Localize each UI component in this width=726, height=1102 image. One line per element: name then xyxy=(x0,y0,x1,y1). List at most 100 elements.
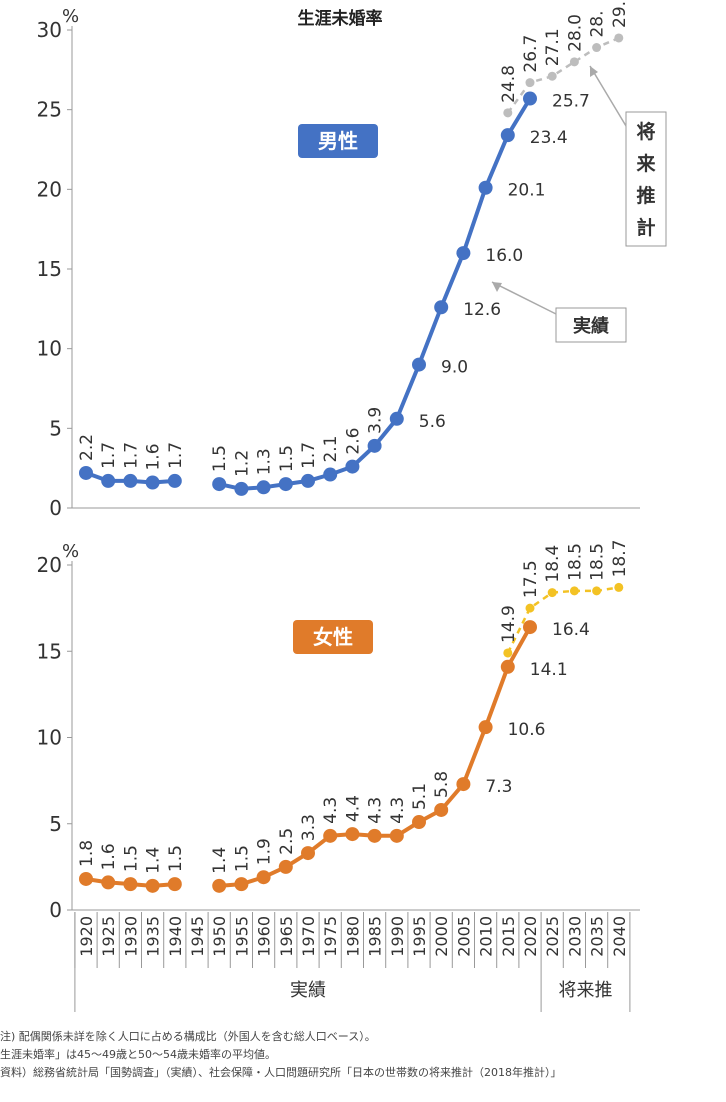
female-data-label: 1.9 xyxy=(255,838,275,865)
female-data-point xyxy=(145,878,160,893)
male-y-tick-label: 15 xyxy=(37,257,62,281)
x-axis: 1920 1925 1930 1935 1940 1945 1950 1955 1960 1965… xyxy=(74,912,631,1012)
x-tick-label: 1920 xyxy=(77,916,96,957)
female-data-label: 10.6 xyxy=(508,720,546,740)
male-data-point xyxy=(167,473,182,488)
female-data-label: 1.4 xyxy=(144,847,164,874)
x-tick-label: 1980 xyxy=(343,916,362,957)
male-data-point xyxy=(278,477,293,492)
x-tick-label: 1940 xyxy=(166,916,185,957)
female-data-label: 4.3 xyxy=(366,797,386,824)
male-y-tick-label: 10 xyxy=(37,337,62,361)
female-data-point xyxy=(503,648,513,658)
female-y-unit: % xyxy=(62,541,79,562)
male-data-point xyxy=(547,71,557,81)
female-data-point xyxy=(523,620,537,635)
male-data-point xyxy=(500,128,515,143)
male-data-label: 1.7 xyxy=(99,442,119,469)
x-tick-label: 2010 xyxy=(477,916,496,957)
male-projection-label: 24.8 xyxy=(499,65,519,103)
female-data-point xyxy=(256,870,271,885)
male-data-label: 1.5 xyxy=(277,445,297,472)
x-group-actual: 実績 xyxy=(290,980,326,1001)
note-1: 注) 配偶関係未詳を除く人口に占める構成比（外国人を含む総人口ベース）。 xyxy=(0,1030,376,1043)
male-data-point xyxy=(503,108,513,118)
female-data-label: 1.5 xyxy=(232,845,252,872)
x-tick-label: 1975 xyxy=(321,916,340,957)
male-data-point xyxy=(592,43,602,53)
female-data-label: 5.8 xyxy=(432,771,452,798)
male-data-label: 1.7 xyxy=(299,442,319,469)
female-data-label: 16.4 xyxy=(552,620,590,640)
female-data-point xyxy=(389,828,404,843)
female-data-label: 2.5 xyxy=(277,828,297,855)
female-data-label: 4.4 xyxy=(343,795,363,822)
male-y-tick-label: 0 xyxy=(49,496,62,520)
x-tick-label: 1925 xyxy=(99,916,118,957)
female-data-point xyxy=(500,659,515,674)
female-y-tick-label: 0 xyxy=(49,898,62,922)
projection-callout-arrow xyxy=(589,65,627,127)
male-data-label: 2.6 xyxy=(343,428,363,455)
male-data-point xyxy=(614,33,624,43)
male-projection-label: 26.7 xyxy=(521,35,541,73)
female-data-label: 4.3 xyxy=(388,797,408,824)
male-badge xyxy=(298,124,378,158)
x-tick-label: 2015 xyxy=(499,916,518,957)
female-data-point xyxy=(301,846,315,861)
female-data-point xyxy=(123,877,138,892)
female-data-point xyxy=(434,802,449,817)
male-data-point xyxy=(101,473,116,488)
x-tick-label: 1985 xyxy=(366,916,385,957)
male-data-label: 5.6 xyxy=(419,412,446,432)
male-y-tick-label: 5 xyxy=(49,416,62,440)
female-data-point xyxy=(525,603,535,613)
note-3: 資料）総務省統計局「国勢調査」（実績）、社会保障・人口問題研究所「日本の世帯数の… xyxy=(0,1066,562,1079)
female-data-point xyxy=(412,815,426,830)
x-tick-label: 2035 xyxy=(588,916,607,957)
female-data-label: 1.8 xyxy=(77,840,97,867)
male-data-label: 12.6 xyxy=(463,300,501,320)
x-tick-label: 2030 xyxy=(565,916,584,957)
male-y-tick-label: 25 xyxy=(37,98,62,122)
male-data-point xyxy=(525,78,535,88)
projection-callout-box xyxy=(625,111,667,247)
male-data-point xyxy=(412,357,426,372)
male-data-point xyxy=(523,91,537,106)
female-data-point xyxy=(456,777,471,792)
female-projection-label: 18.4 xyxy=(543,545,563,583)
x-tick-label: 1945 xyxy=(188,916,207,957)
male-data-label: 2.2 xyxy=(77,434,97,461)
female-data-point xyxy=(478,720,493,735)
female-projection-label: 17.5 xyxy=(521,560,541,598)
x-tick-label: 1970 xyxy=(299,916,318,957)
female-data-label: 7.3 xyxy=(485,777,512,797)
x-tick-label: 1930 xyxy=(121,916,140,957)
projection-callout-arrowhead xyxy=(590,66,598,77)
actual-callout-label: 実績 xyxy=(573,315,609,337)
male-projection-label: 28.0 xyxy=(565,14,585,52)
female-data-point xyxy=(592,586,602,596)
female-badge-label: 女性 xyxy=(313,625,353,649)
female-data-label: 1.5 xyxy=(121,845,141,872)
female-data-point xyxy=(101,875,116,890)
actual-callout-arrowhead xyxy=(492,282,502,292)
female-data-point xyxy=(547,588,557,598)
female-data-point xyxy=(614,582,624,592)
projection-callout-char: 来 xyxy=(636,153,655,175)
female-data-point xyxy=(345,827,360,842)
female-data-label: 1.4 xyxy=(210,847,230,874)
male-data-label: 25.7 xyxy=(552,92,590,112)
male-data-point xyxy=(456,246,471,261)
male-y-unit: % xyxy=(62,6,79,27)
male-data-label: 9.0 xyxy=(441,358,468,378)
female-data-label: 4.3 xyxy=(321,797,341,824)
female-y-tick-label: 5 xyxy=(49,812,62,836)
x-tick-label: 1960 xyxy=(255,916,274,957)
male-data-label: 1.6 xyxy=(144,443,164,470)
x-tick-label: 2000 xyxy=(432,916,451,957)
male-y-tick-label: 30 xyxy=(37,18,62,42)
female-projection-label: 14.9 xyxy=(499,605,519,643)
female-y-tick-label: 15 xyxy=(37,639,62,663)
